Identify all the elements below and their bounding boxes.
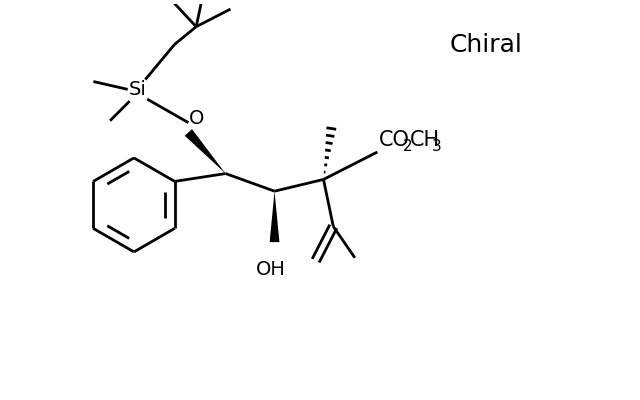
Text: 3: 3 bbox=[432, 139, 442, 154]
Text: Chiral: Chiral bbox=[450, 33, 523, 57]
Polygon shape bbox=[185, 129, 225, 174]
Text: 2: 2 bbox=[403, 139, 412, 154]
Text: OH: OH bbox=[256, 260, 285, 279]
Text: O: O bbox=[189, 109, 204, 128]
Text: CH: CH bbox=[410, 130, 440, 150]
Text: Si: Si bbox=[129, 80, 147, 99]
Text: CO: CO bbox=[380, 130, 410, 150]
Polygon shape bbox=[269, 191, 280, 242]
